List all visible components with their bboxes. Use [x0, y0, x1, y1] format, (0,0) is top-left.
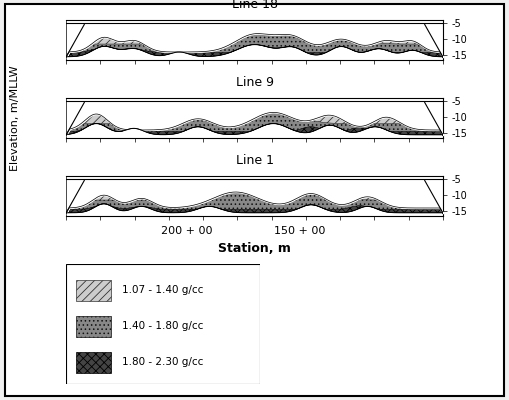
Text: Elevation, m/MLLW: Elevation, m/MLLW: [10, 65, 20, 171]
Text: Line 1: Line 1: [236, 154, 273, 167]
Text: 150 + 00: 150 + 00: [274, 226, 325, 236]
Bar: [76, 352, 110, 373]
Text: 1.07 - 1.40 g/cc: 1.07 - 1.40 g/cc: [122, 286, 204, 295]
Text: 1.80 - 2.30 g/cc: 1.80 - 2.30 g/cc: [122, 358, 204, 367]
Text: 200 + 00: 200 + 00: [161, 226, 212, 236]
Text: Line 18: Line 18: [232, 0, 277, 11]
Text: 1.40 - 1.80 g/cc: 1.40 - 1.80 g/cc: [122, 322, 204, 331]
Bar: [76, 316, 110, 337]
Text: Line 9: Line 9: [236, 76, 273, 89]
Text: Station, m: Station, m: [218, 242, 291, 255]
Bar: [76, 280, 110, 301]
